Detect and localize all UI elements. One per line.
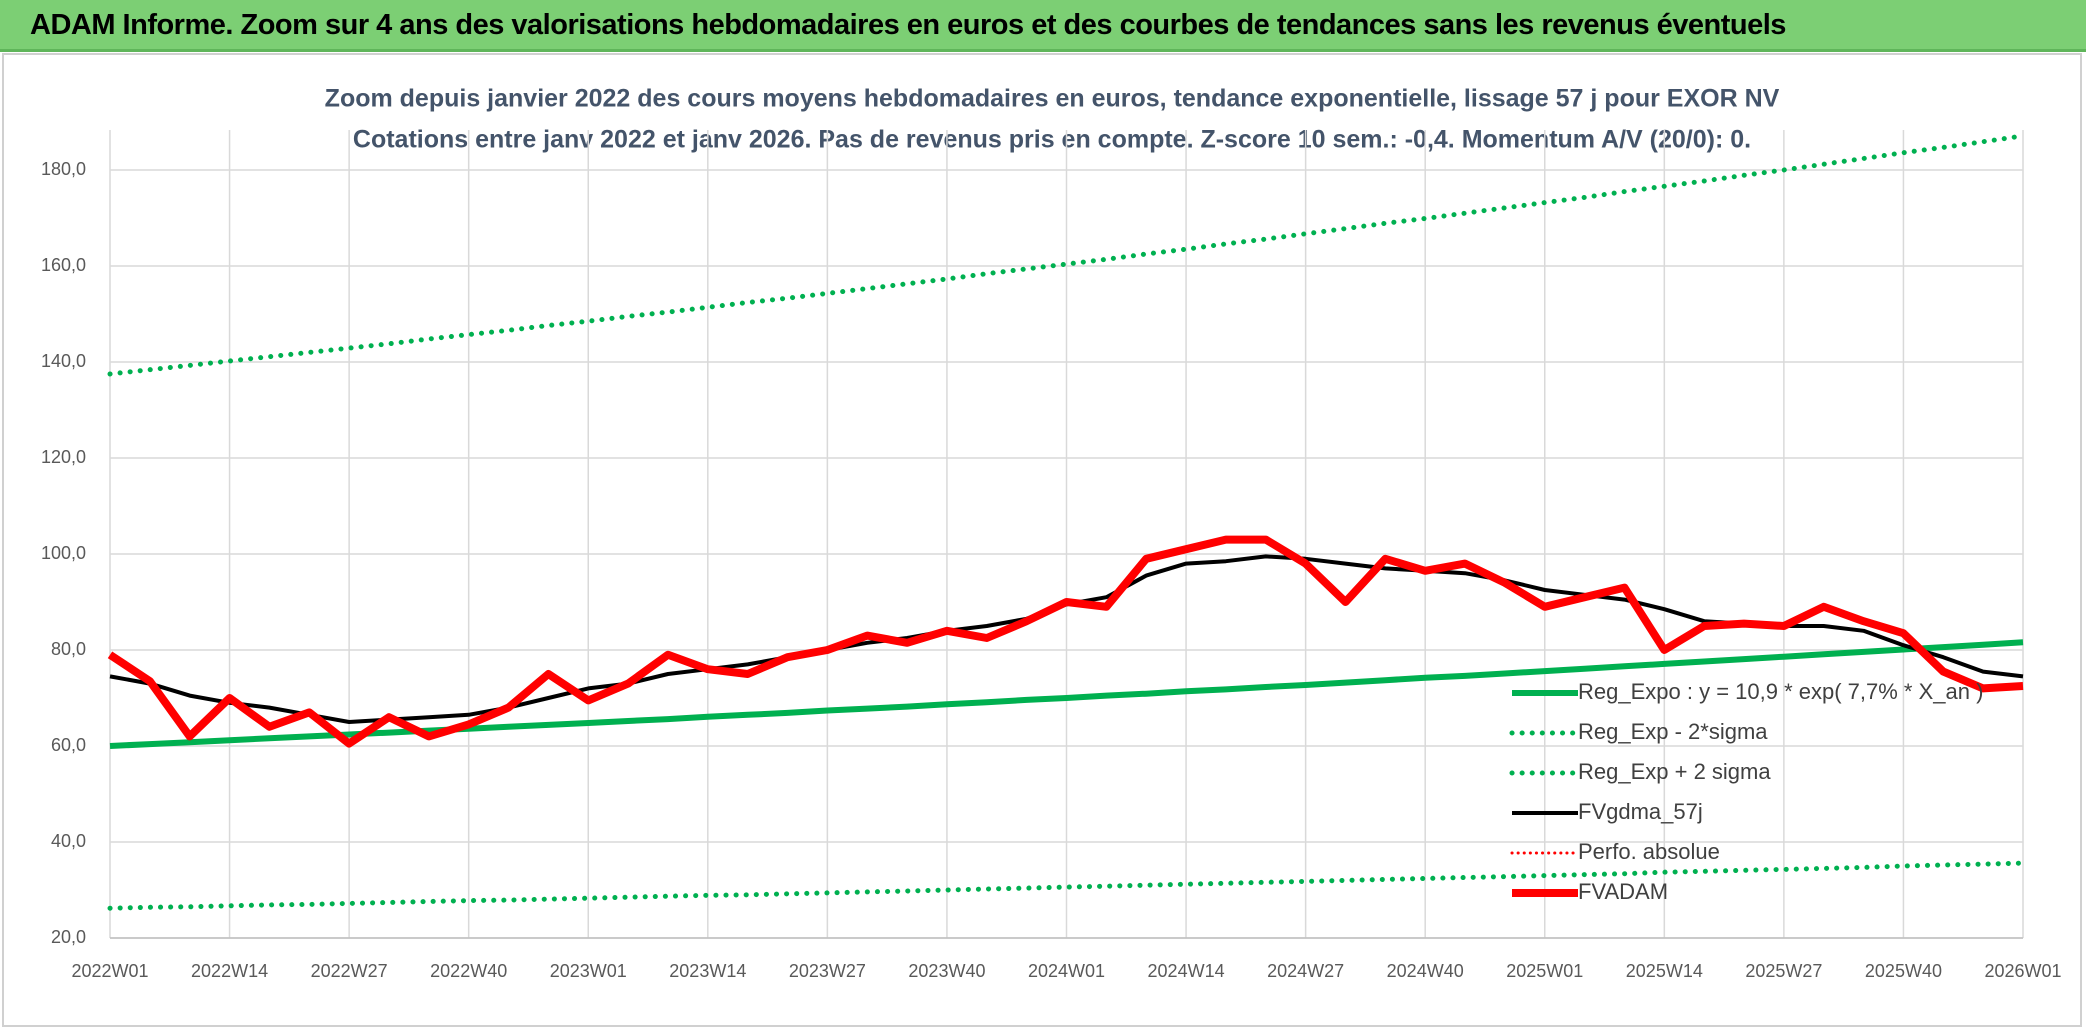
- y-tick-label: 80,0: [51, 639, 86, 659]
- series-line: [107, 535, 2024, 748]
- x-tick-label: 2024W01: [1028, 961, 1105, 981]
- x-tick-label: 2023W01: [550, 961, 627, 981]
- legend-label: FVADAM: [1578, 879, 1668, 904]
- y-tick-label: 60,0: [51, 735, 86, 755]
- y-tick-label: 20,0: [51, 927, 86, 947]
- x-tick-label: 2025W27: [1745, 961, 1822, 981]
- series-line: [107, 133, 2026, 377]
- x-tick-label: 2026W01: [1984, 961, 2061, 981]
- chart: Zoom depuis janvier 2022 des cours moyen…: [2, 53, 2082, 1027]
- y-tick-label: 120,0: [41, 447, 86, 467]
- x-tick-label: 2023W14: [669, 961, 746, 981]
- x-tick-label: 2024W14: [1148, 961, 1225, 981]
- header-title: ADAM Informe. Zoom sur 4 ans des valoris…: [30, 9, 1786, 41]
- y-tick-label: 180,0: [41, 159, 86, 179]
- chart-frame: [2, 53, 2082, 1027]
- x-tick-label: 2025W01: [1506, 961, 1583, 981]
- x-tick-label: 2023W27: [789, 961, 866, 981]
- legend-label: Perfo. absolue: [1578, 839, 1720, 864]
- x-tick-label: 2022W01: [71, 961, 148, 981]
- legend-label: Reg_Exp + 2 sigma: [1578, 759, 1771, 784]
- legend-label: FVgdma_57j: [1578, 799, 1703, 824]
- header: ADAM Informe. Zoom sur 4 ans des valoris…: [0, 0, 2086, 52]
- legend-label: Reg_Expo : y = 10,9 * exp( 7,7% * X_an ): [1578, 679, 1983, 704]
- x-tick-label: 2024W27: [1267, 961, 1344, 981]
- x-tick-label: 2022W14: [191, 961, 268, 981]
- series-line: [107, 860, 2026, 911]
- series-line: [109, 639, 2024, 749]
- x-tick-label: 2022W40: [430, 961, 507, 981]
- y-tick-label: 100,0: [41, 543, 86, 563]
- x-tick-label: 2023W40: [908, 961, 985, 981]
- chart-subtitle: Cotations entre janv 2022 et janv 2026. …: [353, 126, 1751, 154]
- x-tick-label: 2022W27: [311, 961, 388, 981]
- y-tick-label: 140,0: [41, 351, 86, 371]
- y-tick-label: 40,0: [51, 831, 86, 851]
- x-tick-label: 2025W40: [1865, 961, 1942, 981]
- legend-label: Reg_Exp - 2*sigma: [1578, 719, 1768, 744]
- x-tick-label: 2025W14: [1626, 961, 1703, 981]
- chart-title: Zoom depuis janvier 2022 des cours moyen…: [325, 85, 1780, 113]
- x-tick-label: 2024W40: [1387, 961, 1464, 981]
- y-tick-label: 160,0: [41, 255, 86, 275]
